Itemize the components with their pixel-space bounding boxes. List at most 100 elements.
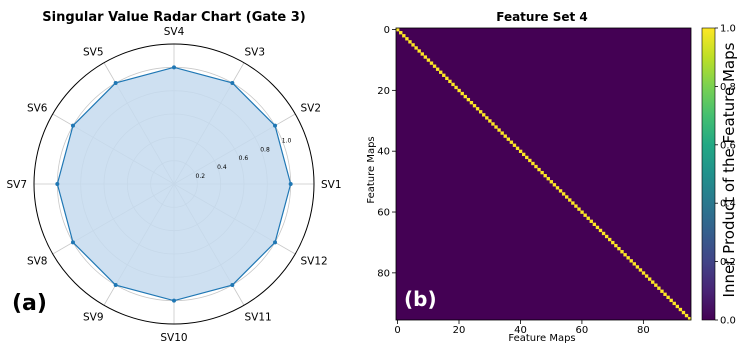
heatmap-cell <box>405 37 409 41</box>
heatmap-cell <box>426 58 431 62</box>
heatmap-cell <box>595 225 600 230</box>
heatmap-cell <box>684 313 689 318</box>
heatmap-cell <box>525 155 529 160</box>
heatmap-cell <box>408 40 412 44</box>
heatmap-cell <box>540 170 544 175</box>
radar-area <box>57 67 291 301</box>
heatmap-cell <box>521 152 526 157</box>
radar-point-sv8 <box>70 240 75 245</box>
radar-series <box>55 65 293 303</box>
radar-label-sv5: SV5 <box>83 46 104 58</box>
heatmap-x-tick-label: 60 <box>576 325 589 336</box>
heatmap-cell <box>448 79 452 84</box>
heatmap-cell <box>485 116 489 120</box>
heatmap-cell <box>414 46 418 50</box>
heatmap-cell <box>614 243 618 248</box>
radar-point-sv5 <box>113 80 118 85</box>
heatmap-cell <box>396 28 400 32</box>
heatmap-cell <box>617 247 621 251</box>
radar-label-sv3: SV3 <box>245 46 266 58</box>
heatmap-cell <box>442 73 446 77</box>
heatmap-cell <box>558 189 563 193</box>
radar-point-sv7 <box>55 182 60 186</box>
heatmap-cell <box>583 213 587 217</box>
heatmap-cell <box>611 240 615 245</box>
heatmap-cell <box>586 216 590 220</box>
heatmap-cell <box>491 122 495 126</box>
panel-label-b: (b) <box>404 287 437 311</box>
heatmap-cell <box>641 271 646 275</box>
heatmap-cell <box>663 292 667 296</box>
colorbar-tick-label: 0.2 <box>720 257 736 268</box>
heatmap-cell <box>515 146 520 150</box>
heatmap-cell <box>402 34 406 38</box>
heatmap-cell <box>432 64 437 68</box>
heatmap-cell <box>463 94 467 99</box>
heatmap-cell <box>604 234 609 239</box>
heatmap-cell <box>678 307 683 312</box>
colorbar-ticks: 0.0 0.2 0.4 0.6 0.8 1.0 <box>715 24 736 327</box>
heatmap-diagonal-cells <box>396 28 692 321</box>
heatmap-cell <box>660 289 664 293</box>
heatmap-cell <box>669 298 673 303</box>
radar-point-sv6 <box>70 123 75 128</box>
heatmap-y-tick-label: 0 <box>384 25 390 36</box>
radar-label-sv7: SV7 <box>6 179 27 191</box>
radar-point-sv12 <box>273 240 278 245</box>
heatmap-cell <box>497 128 501 132</box>
heatmap-x-tick-label: 40 <box>514 325 527 336</box>
heatmap-cell <box>506 137 510 141</box>
heatmap-cell <box>423 55 428 59</box>
heatmap-cell <box>580 210 584 214</box>
heatmap-cell <box>543 174 547 178</box>
radar-label-sv8: SV8 <box>27 256 48 268</box>
heatmap-cell <box>534 164 538 169</box>
heatmap-cell <box>531 161 535 166</box>
colorbar-tick-label: 1.0 <box>720 24 736 35</box>
heatmap-cell <box>454 85 458 90</box>
heatmap-cell <box>626 256 630 260</box>
radar-label-sv9: SV9 <box>83 312 104 324</box>
heatmap-cell <box>647 277 652 281</box>
heatmap-cell <box>429 61 434 65</box>
panel-label-a: (a) <box>12 291 47 316</box>
heatmap-cell <box>482 113 486 117</box>
heatmap-cell <box>623 253 627 257</box>
heatmap-cell <box>500 131 504 135</box>
heatmap-cell <box>469 101 474 105</box>
heatmap-cell <box>509 140 514 144</box>
heatmap-cell <box>681 310 686 315</box>
heatmap-cell <box>518 149 523 154</box>
heatmap-y-tick-label: 20 <box>377 86 390 97</box>
heatmap-x-label: Feature Maps <box>508 333 575 343</box>
radar-radial-tick-label: 0.2 <box>196 173 206 180</box>
heatmap-cell <box>592 222 597 227</box>
heatmap-cell <box>549 180 554 184</box>
heatmap-x-tick-label: 80 <box>637 325 650 336</box>
heatmap-cell <box>445 76 449 81</box>
radar-label-sv4: SV4 <box>164 26 185 38</box>
heatmap-cell <box>577 207 581 211</box>
radar-label-sv2: SV2 <box>301 103 322 115</box>
heatmap-cell <box>439 70 443 74</box>
heatmap-cell <box>552 183 557 187</box>
radar-label-sv6: SV6 <box>27 103 48 115</box>
radar-radial-tick-label: 1.0 <box>282 137 292 144</box>
heatmap-cell <box>654 283 658 287</box>
colorbar <box>701 27 716 321</box>
radar-label-sv1: SV1 <box>321 179 342 191</box>
colorbar-tick-label: 0.0 <box>720 316 736 327</box>
radar-radial-tick-label: 0.4 <box>217 164 227 171</box>
heatmap-cell <box>644 274 649 278</box>
heatmap-cell <box>589 219 593 223</box>
heatmap-y-tick-label: 40 <box>377 147 390 158</box>
radar-point-sv3 <box>230 80 235 85</box>
heatmap-x-tick-label: 0 <box>394 325 400 336</box>
heatmap-cell <box>561 192 566 196</box>
radar-title: Singular Value Radar Chart (Gate 3) <box>42 10 305 25</box>
heatmap-cell <box>555 186 560 190</box>
radar-radial-tick-label: 0.8 <box>260 146 270 153</box>
colorbar-tick-label: 0.4 <box>720 199 736 210</box>
heatmap-y-label: Feature Maps <box>366 136 377 203</box>
